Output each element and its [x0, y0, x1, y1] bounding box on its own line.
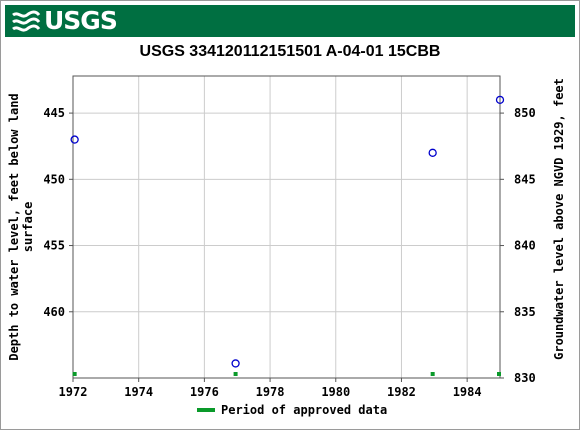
right-axis-title: Groundwater level above NGVD 1929, feet	[552, 78, 566, 360]
usgs-banner: USGS	[5, 5, 575, 37]
left-axis-title: Depth to water level, feet below landsur…	[7, 93, 35, 360]
grid-lines	[73, 76, 500, 378]
usgs-wave-icon	[11, 8, 41, 34]
data-point[interactable]	[231, 359, 240, 368]
data-point[interactable]	[428, 148, 437, 157]
approved-period-marker	[430, 372, 435, 376]
right-axis-ticks: 850 845 840 835 830	[500, 106, 536, 385]
legend: Period of approved data	[197, 402, 387, 418]
legend-swatch-approved	[197, 408, 215, 412]
left-axis-ticks: 445 450 455 460	[43, 106, 73, 319]
left-tick-label: 455	[43, 239, 65, 253]
data-point[interactable]	[495, 95, 505, 104]
x-tick-label: 1976	[190, 385, 219, 399]
left-axis-title-line: surface	[21, 202, 35, 253]
right-tick-label: 845	[514, 172, 536, 186]
usgs-logo-text: USGS	[44, 6, 118, 35]
chart-title: USGS 334120112151501 A-04-01 15CBB	[139, 43, 441, 60]
x-axis-ticks: 1972 1974 1976 1978 1980 1982 1984	[59, 378, 482, 399]
legend-label-approved: Period of approved data	[221, 403, 388, 417]
x-tick-label: 1982	[387, 385, 416, 399]
plot-area	[72, 75, 501, 379]
approved-period-marker	[72, 372, 77, 376]
x-tick-label: 1984	[453, 385, 482, 399]
left-axis-title-line: Depth to water level, feet below land	[7, 93, 21, 360]
x-tick-label: 1980	[321, 385, 350, 399]
approved-period-marker	[497, 372, 501, 376]
data-points	[70, 95, 505, 368]
usgs-logo[interactable]: USGS	[11, 6, 118, 35]
left-tick-label: 445	[43, 106, 65, 120]
x-tick-label: 1972	[59, 385, 88, 399]
left-tick-label: 460	[43, 305, 65, 319]
right-tick-label: 830	[514, 371, 536, 385]
right-tick-label: 850	[514, 106, 536, 120]
right-tick-label: 840	[514, 239, 536, 253]
right-tick-label: 835	[514, 305, 536, 319]
data-point[interactable]	[70, 135, 79, 144]
approved-period-markers	[72, 372, 501, 376]
approved-period-marker	[233, 372, 238, 376]
left-tick-label: 450	[43, 172, 65, 186]
x-tick-label: 1974	[124, 385, 153, 399]
x-tick-label: 1978	[256, 385, 285, 399]
